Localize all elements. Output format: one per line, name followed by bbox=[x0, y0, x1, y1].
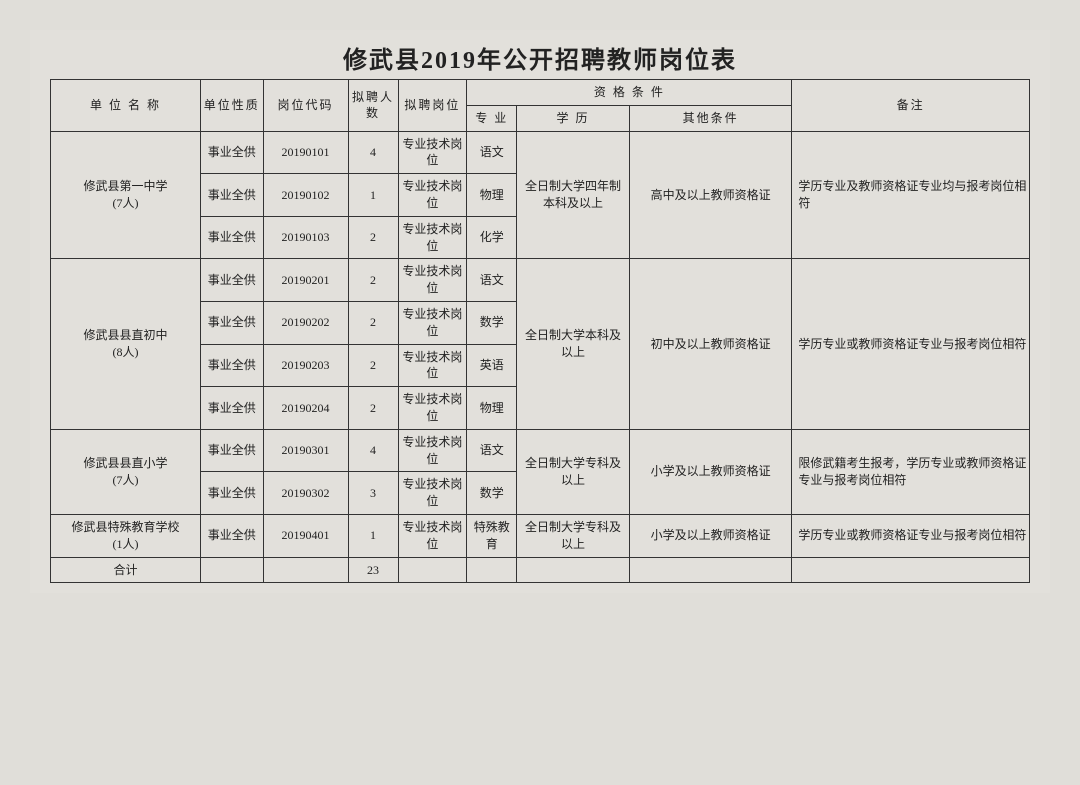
th-major: 专 业 bbox=[467, 105, 517, 131]
cell-empty bbox=[629, 557, 792, 583]
cell-empty bbox=[201, 557, 264, 583]
th-post: 拟聘岗位 bbox=[398, 80, 467, 132]
cell-count: 1 bbox=[348, 514, 398, 557]
cell-major: 数学 bbox=[467, 472, 517, 515]
cell-major: 化学 bbox=[467, 216, 517, 259]
cell-code: 20190204 bbox=[263, 387, 348, 430]
cell-major: 语文 bbox=[467, 259, 517, 302]
cell-count: 2 bbox=[348, 301, 398, 344]
cell-empty bbox=[467, 557, 517, 583]
cell-nature: 事业全供 bbox=[201, 301, 264, 344]
cell-count: 2 bbox=[348, 259, 398, 302]
cell-post: 专业技术岗位 bbox=[398, 514, 467, 557]
cell-post: 专业技术岗位 bbox=[398, 216, 467, 259]
table-row: 修武县特殊教育学校(1人)事业全供201904011专业技术岗位特殊教育全日制大… bbox=[51, 514, 1030, 557]
cell-unit: 修武县特殊教育学校(1人) bbox=[51, 514, 201, 557]
table-header: 单 位 名 称 单位性质 岗位代码 拟聘人数 拟聘岗位 资 格 条 件 备注 专… bbox=[51, 80, 1030, 132]
positions-table: 单 位 名 称 单位性质 岗位代码 拟聘人数 拟聘岗位 资 格 条 件 备注 专… bbox=[50, 79, 1030, 583]
cell-code: 20190302 bbox=[263, 472, 348, 515]
cell-post: 专业技术岗位 bbox=[398, 259, 467, 302]
table-row: 修武县县直初中(8人)事业全供201902012专业技术岗位语文全日制大学本科及… bbox=[51, 259, 1030, 302]
th-nature: 单位性质 bbox=[201, 80, 264, 132]
cell-nature: 事业全供 bbox=[201, 344, 264, 387]
cell-count: 2 bbox=[348, 344, 398, 387]
table-row: 修武县第一中学(7人)事业全供201901014专业技术岗位语文全日制大学四年制… bbox=[51, 131, 1030, 174]
cell-edu: 全日制大学本科及以上 bbox=[517, 259, 630, 429]
th-other: 其他条件 bbox=[629, 105, 792, 131]
th-edu: 学 历 bbox=[517, 105, 630, 131]
cell-remark: 学历专业及教师资格证专业均与报考岗位相符 bbox=[792, 131, 1030, 259]
cell-other: 初中及以上教师资格证 bbox=[629, 259, 792, 429]
cell-total-count: 23 bbox=[348, 557, 398, 583]
cell-post: 专业技术岗位 bbox=[398, 387, 467, 430]
table-total-row: 合计 23 bbox=[51, 557, 1030, 583]
cell-count: 1 bbox=[348, 174, 398, 217]
cell-edu: 全日制大学四年制本科及以上 bbox=[517, 131, 630, 259]
cell-major: 特殊教育 bbox=[467, 514, 517, 557]
cell-unit: 修武县县直小学(7人) bbox=[51, 429, 201, 514]
cell-remark: 限修武籍考生报考，学历专业或教师资格证专业与报考岗位相符 bbox=[792, 429, 1030, 514]
table-body: 修武县第一中学(7人)事业全供201901014专业技术岗位语文全日制大学四年制… bbox=[51, 131, 1030, 583]
cell-major: 语文 bbox=[467, 429, 517, 472]
cell-unit: 修武县县直初中(8人) bbox=[51, 259, 201, 429]
cell-code: 20190102 bbox=[263, 174, 348, 217]
cell-count: 3 bbox=[348, 472, 398, 515]
cell-count: 4 bbox=[348, 429, 398, 472]
cell-major: 英语 bbox=[467, 344, 517, 387]
cell-empty bbox=[263, 557, 348, 583]
cell-unit: 修武县第一中学(7人) bbox=[51, 131, 201, 259]
cell-post: 专业技术岗位 bbox=[398, 344, 467, 387]
cell-nature: 事业全供 bbox=[201, 174, 264, 217]
cell-other: 小学及以上教师资格证 bbox=[629, 514, 792, 557]
cell-nature: 事业全供 bbox=[201, 131, 264, 174]
cell-remark: 学历专业或教师资格证专业与报考岗位相符 bbox=[792, 514, 1030, 557]
th-unit: 单 位 名 称 bbox=[51, 80, 201, 132]
cell-code: 20190301 bbox=[263, 429, 348, 472]
cell-nature: 事业全供 bbox=[201, 429, 264, 472]
page-title: 修武县2019年公开招聘教师岗位表 bbox=[50, 40, 1030, 75]
cell-post: 专业技术岗位 bbox=[398, 429, 467, 472]
cell-empty bbox=[792, 557, 1030, 583]
cell-code: 20190201 bbox=[263, 259, 348, 302]
cell-code: 20190101 bbox=[263, 131, 348, 174]
cell-other: 小学及以上教师资格证 bbox=[629, 429, 792, 514]
th-count: 拟聘人数 bbox=[348, 80, 398, 132]
cell-count: 2 bbox=[348, 387, 398, 430]
cell-edu: 全日制大学专科及以上 bbox=[517, 429, 630, 514]
cell-post: 专业技术岗位 bbox=[398, 174, 467, 217]
th-remark: 备注 bbox=[792, 80, 1030, 132]
cell-nature: 事业全供 bbox=[201, 216, 264, 259]
cell-nature: 事业全供 bbox=[201, 472, 264, 515]
cell-post: 专业技术岗位 bbox=[398, 131, 467, 174]
cell-empty bbox=[517, 557, 630, 583]
cell-nature: 事业全供 bbox=[201, 514, 264, 557]
cell-count: 4 bbox=[348, 131, 398, 174]
cell-major: 语文 bbox=[467, 131, 517, 174]
th-qual-group: 资 格 条 件 bbox=[467, 80, 792, 106]
cell-major: 物理 bbox=[467, 387, 517, 430]
cell-post: 专业技术岗位 bbox=[398, 472, 467, 515]
cell-other: 高中及以上教师资格证 bbox=[629, 131, 792, 259]
cell-code: 20190401 bbox=[263, 514, 348, 557]
cell-edu: 全日制大学专科及以上 bbox=[517, 514, 630, 557]
table-row: 修武县县直小学(7人)事业全供201903014专业技术岗位语文全日制大学专科及… bbox=[51, 429, 1030, 472]
cell-major: 物理 bbox=[467, 174, 517, 217]
cell-nature: 事业全供 bbox=[201, 387, 264, 430]
cell-code: 20190202 bbox=[263, 301, 348, 344]
cell-remark: 学历专业或教师资格证专业与报考岗位相符 bbox=[792, 259, 1030, 429]
cell-major: 数学 bbox=[467, 301, 517, 344]
cell-count: 2 bbox=[348, 216, 398, 259]
cell-total-label: 合计 bbox=[51, 557, 201, 583]
cell-nature: 事业全供 bbox=[201, 259, 264, 302]
document-sheet: 修武县2019年公开招聘教师岗位表 单 位 名 称 单位性质 岗位代码 拟聘人数… bbox=[30, 30, 1050, 593]
cell-code: 20190103 bbox=[263, 216, 348, 259]
cell-post: 专业技术岗位 bbox=[398, 301, 467, 344]
th-code: 岗位代码 bbox=[263, 80, 348, 132]
cell-empty bbox=[398, 557, 467, 583]
cell-code: 20190203 bbox=[263, 344, 348, 387]
